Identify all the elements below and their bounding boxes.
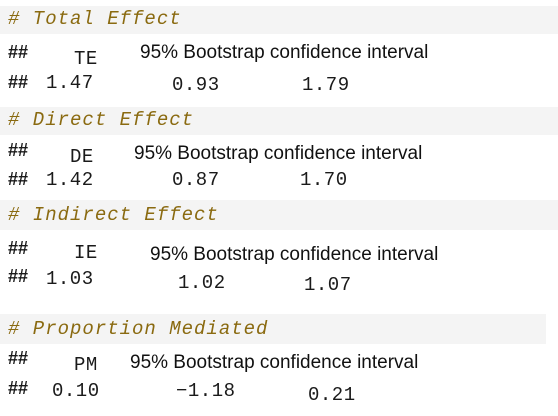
ci-label: 95% Bootstrap confidence interval bbox=[150, 244, 439, 265]
ci-label: 95% Bootstrap confidence interval bbox=[130, 352, 419, 373]
estimate-value: 1.03 bbox=[46, 268, 94, 290]
ci-lower-value: −1.18 bbox=[176, 380, 236, 402]
comment-band bbox=[0, 314, 546, 344]
effect-label: TE bbox=[74, 48, 98, 70]
comment-band bbox=[0, 200, 558, 230]
row-prefix: ## bbox=[8, 378, 29, 398]
ci-label: 95% Bootstrap confidence interval bbox=[140, 42, 429, 63]
ci-upper-value: 1.79 bbox=[302, 74, 350, 96]
section-comment: # Indirect Effect bbox=[8, 204, 219, 226]
row-prefix: ## bbox=[8, 238, 29, 258]
estimate-value: 0.10 bbox=[52, 380, 100, 402]
row-prefix: ## bbox=[8, 42, 29, 62]
ci-lower-value: 0.93 bbox=[172, 74, 220, 96]
row-prefix: ## bbox=[8, 348, 29, 368]
ci-upper-value: 1.70 bbox=[300, 169, 348, 191]
row-prefix: ## bbox=[8, 169, 29, 189]
ci-upper-value: 1.07 bbox=[304, 274, 352, 296]
estimate-value: 1.47 bbox=[46, 72, 94, 94]
ci-lower-value: 0.87 bbox=[172, 169, 220, 191]
effect-label: IE bbox=[74, 242, 98, 264]
effect-label: DE bbox=[70, 146, 94, 168]
effect-label: PM bbox=[74, 354, 98, 376]
ci-upper-value: 0.21 bbox=[308, 384, 356, 406]
comment-band bbox=[0, 6, 558, 34]
ci-label: 95% Bootstrap confidence interval bbox=[134, 143, 423, 164]
section-comment: # Total Effect bbox=[8, 8, 182, 30]
section-comment: # Proportion Mediated bbox=[8, 318, 269, 340]
row-prefix: ## bbox=[8, 140, 29, 160]
comment-band bbox=[0, 107, 558, 135]
ci-lower-value: 1.02 bbox=[178, 272, 226, 294]
section-comment: # Direct Effect bbox=[8, 109, 195, 131]
row-prefix: ## bbox=[8, 72, 29, 92]
row-prefix: ## bbox=[8, 266, 29, 286]
estimate-value: 1.42 bbox=[46, 169, 94, 191]
